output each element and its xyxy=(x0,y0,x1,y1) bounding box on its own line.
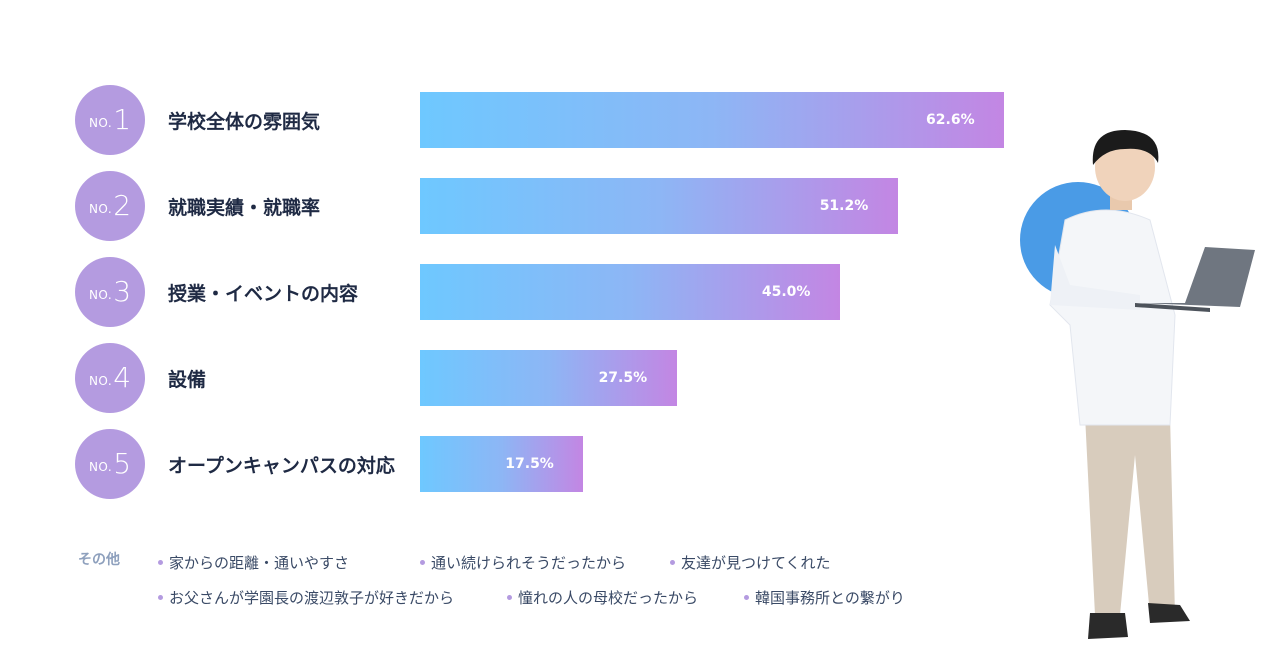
bullet-dot xyxy=(670,560,675,565)
others-item-text: 韓国事務所との繋がり xyxy=(755,589,905,607)
others-list-item: 友達が見つけてくれた xyxy=(670,552,831,573)
others-list-item: お父さんが学園長の渡辺敦子が好きだから xyxy=(158,587,454,608)
rank-badge: NO. 2 xyxy=(75,171,145,241)
others-label: その他 xyxy=(78,552,120,568)
category-label: 授業・イベントの内容 xyxy=(168,282,359,305)
bar xyxy=(420,92,1005,148)
rank-badge: NO. 1 xyxy=(75,85,145,155)
bar-value-label: 62.6% xyxy=(926,112,975,128)
rank-prefix: NO. xyxy=(88,374,113,388)
student-with-laptop-illustration xyxy=(1020,130,1255,639)
others-item-text: 通い続けられそうだったから xyxy=(431,554,627,572)
rank-number: 3 xyxy=(113,275,132,308)
category-label: 就職実績・就職率 xyxy=(168,196,321,219)
bullet-dot xyxy=(158,595,163,600)
others-item-text: 憧れの人の母校だったから xyxy=(518,589,699,607)
bullet-dot xyxy=(507,595,512,600)
bar-value-label: 51.2% xyxy=(819,198,869,214)
rank-number: 4 xyxy=(113,361,132,394)
category-label: オープンキャンパスの対応 xyxy=(168,454,395,477)
others-list-item: 韓国事務所との繋がり xyxy=(744,587,905,608)
bullet-dot xyxy=(744,595,749,600)
bar-value-label: 27.5% xyxy=(598,370,648,386)
rank-badge: NO. 4 xyxy=(75,343,145,413)
bar xyxy=(420,436,584,492)
rank-number: 5 xyxy=(113,447,132,480)
category-label: 設備 xyxy=(168,368,207,391)
rank-badge: NO. 3 xyxy=(75,257,145,327)
bullet-dot xyxy=(158,560,163,565)
bar-value-label: 45.0% xyxy=(761,284,811,300)
rank-prefix: NO. xyxy=(88,116,113,130)
category-label: 学校全体の雰囲気 xyxy=(168,110,321,133)
bar-value-label: 17.5% xyxy=(505,456,554,472)
others-item-text: お父さんが学園長の渡辺敦子が好きだから xyxy=(169,589,455,607)
others-item-text: 友達が見つけてくれた xyxy=(681,554,831,572)
others-item-text: 家からの距離・通いやすさ xyxy=(169,554,350,572)
others-list-item: 通い続けられそうだったから xyxy=(420,552,626,573)
bar xyxy=(420,178,898,234)
bullet-dot xyxy=(420,560,425,565)
rank-number: 1 xyxy=(113,103,132,136)
rank-prefix: NO. xyxy=(88,288,113,302)
bar xyxy=(420,264,840,320)
rank-prefix: NO. xyxy=(88,460,113,474)
others-list-item: 憧れの人の母校だったから xyxy=(507,587,698,608)
bar xyxy=(420,350,677,406)
rank-prefix: NO. xyxy=(88,202,113,216)
rank-number: 2 xyxy=(113,189,132,222)
others-list-item: 家からの距離・通いやすさ xyxy=(158,552,349,573)
rank-badge: NO. 5 xyxy=(75,429,145,499)
